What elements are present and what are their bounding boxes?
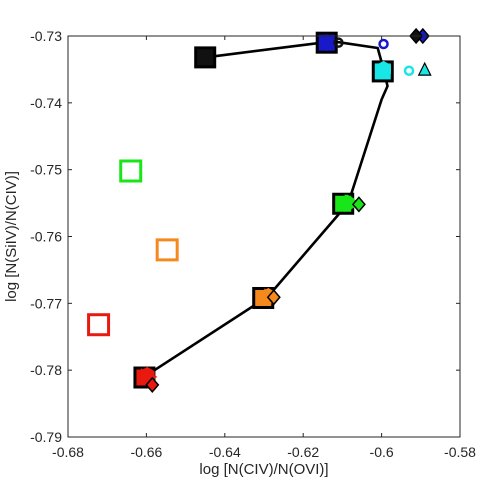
y-tick-label: -0.78: [30, 362, 62, 378]
y-tick-label: -0.77: [30, 295, 62, 311]
x-tick-label: -0.58: [444, 444, 476, 460]
hexagon-point: [319, 34, 335, 52]
y-tick-label: -0.74: [30, 95, 62, 111]
model-curve: [143, 39, 389, 386]
open-circle-point: [378, 38, 389, 50]
filled-square-point: [194, 46, 217, 69]
y-tick-label: -0.73: [30, 28, 62, 44]
triangle-up-point: [417, 61, 432, 76]
y-tick-label: -0.75: [30, 162, 62, 178]
open-square-point: [155, 238, 179, 262]
diamond-point: [145, 376, 160, 394]
diamond-point: [266, 289, 281, 306]
plot-frame: [67, 35, 461, 438]
y-tick-label: -0.76: [30, 229, 62, 245]
x-tick-label: -0.6: [370, 444, 394, 460]
x-tick-label: -0.68: [52, 444, 84, 460]
x-tick-label: -0.64: [209, 444, 241, 460]
diamond-point: [351, 196, 366, 213]
y-tick-label: -0.79: [30, 429, 62, 445]
open-circle-point: [333, 37, 344, 48]
x-tick-label: -0.62: [287, 444, 319, 460]
y-axis-label: log [N(SiIV)/N(CIV)]: [3, 171, 20, 302]
open-square-point: [119, 159, 143, 183]
triangle-right-point: [344, 194, 362, 212]
open-square-point: [87, 313, 111, 337]
hexagon-point: [376, 60, 391, 78]
open-circle-point: [403, 65, 415, 77]
x-axis-label: log [N(CIV)/N(OVI)]: [199, 461, 328, 478]
axis-ticks: -0.68 -0.66 -0.64 -0.62 -0.6 -0.58 -0.79 -0.78 -…: [30, 28, 476, 460]
plot-marks: [87, 27, 432, 394]
x-tick-label: -0.66: [130, 444, 162, 460]
